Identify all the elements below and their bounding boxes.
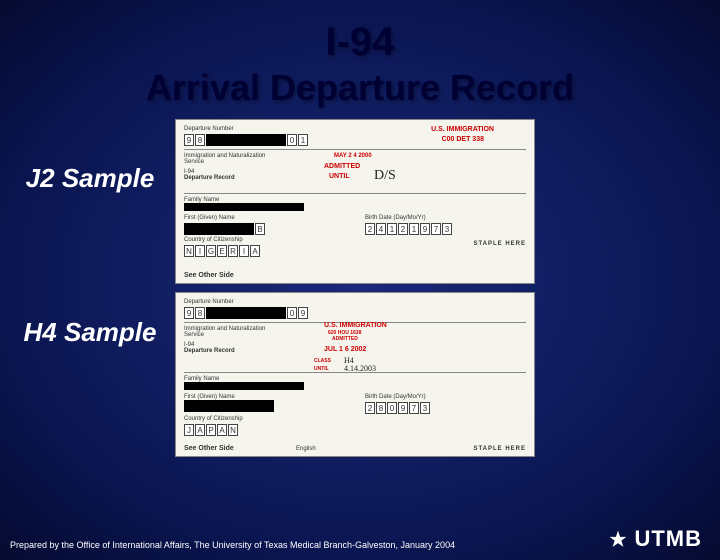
stamp-date: MAY 2 4 2000 [334,153,372,159]
logo: UTMB [608,526,702,552]
stamp-until: UNTIL [314,366,329,372]
redacted [206,134,286,146]
label-h4: H4 Sample [20,318,160,347]
birth-label: Birth Date (Day/Mo/Yr) [365,215,522,221]
first-box: B [255,223,265,235]
see-other: See Other Side [184,272,234,279]
stamp-until: UNTIL [329,173,350,180]
dep-num-label: Departure Number [184,299,522,305]
stamp-org: U.S. IMMIGRATION [431,126,494,133]
staple-text: STAPLE HERE [473,241,526,247]
staple-text: STAPLE HERE [473,446,526,452]
service-label: Immigration and Naturalization Service [184,326,280,338]
stamp-class: CLASS [314,358,331,364]
doc-h4: Departure Number 98 09 Immigration and N… [175,292,535,457]
stamp-org: U.S. IMMIGRATION [324,322,387,329]
first-label: First (Given) Name [184,215,341,221]
see-other: See Other Side [184,445,234,452]
label-j2: J2 Sample [20,164,160,193]
stamp-admitted: ADMITTED [324,163,360,170]
dep-num-boxes: 98 09 [184,307,526,319]
country-label: Country of Citizenship [184,237,522,243]
stamp-admitted: ADMITTED [332,336,358,342]
redacted [184,382,304,390]
hand-status: D/S [374,168,396,184]
footer-text: Prepared by the Office of International … [10,540,455,550]
documents-column: Departure Number 9 8 0 1 U.S. IMMIGRATIO… [175,119,535,457]
num-box: 8 [195,134,205,146]
country-label: Country of Citizenship [184,416,522,422]
star-icon [608,529,628,549]
redacted [184,400,274,412]
redacted [206,307,286,319]
title-line2: Arrival Departure Record [0,67,720,109]
english-label: English [296,446,316,452]
title-line1: I-94 [0,20,720,65]
record-label: Departure Record [184,175,280,181]
num-box: 1 [298,134,308,146]
redacted [184,223,254,235]
labels-column: J2 Sample H4 Sample [20,119,160,457]
stamp-date: JUL 1 6 2002 [324,346,366,353]
content-area: J2 Sample H4 Sample Departure Number 9 8… [0,119,720,457]
birth-label: Birth Date (Day/Mo/Yr) [365,394,522,400]
num-box: 0 [287,134,297,146]
num-box: 9 [184,134,194,146]
doc-j2: Departure Number 9 8 0 1 U.S. IMMIGRATIO… [175,119,535,284]
record-label: Departure Record [184,348,280,354]
hand-until: 4.14.2003 [344,364,376,373]
stamp-code: C00 DET 338 [442,136,484,143]
redacted [184,203,304,211]
logo-text: UTMB [634,526,702,552]
service-label: Immigration and Naturalization Service [184,153,280,165]
